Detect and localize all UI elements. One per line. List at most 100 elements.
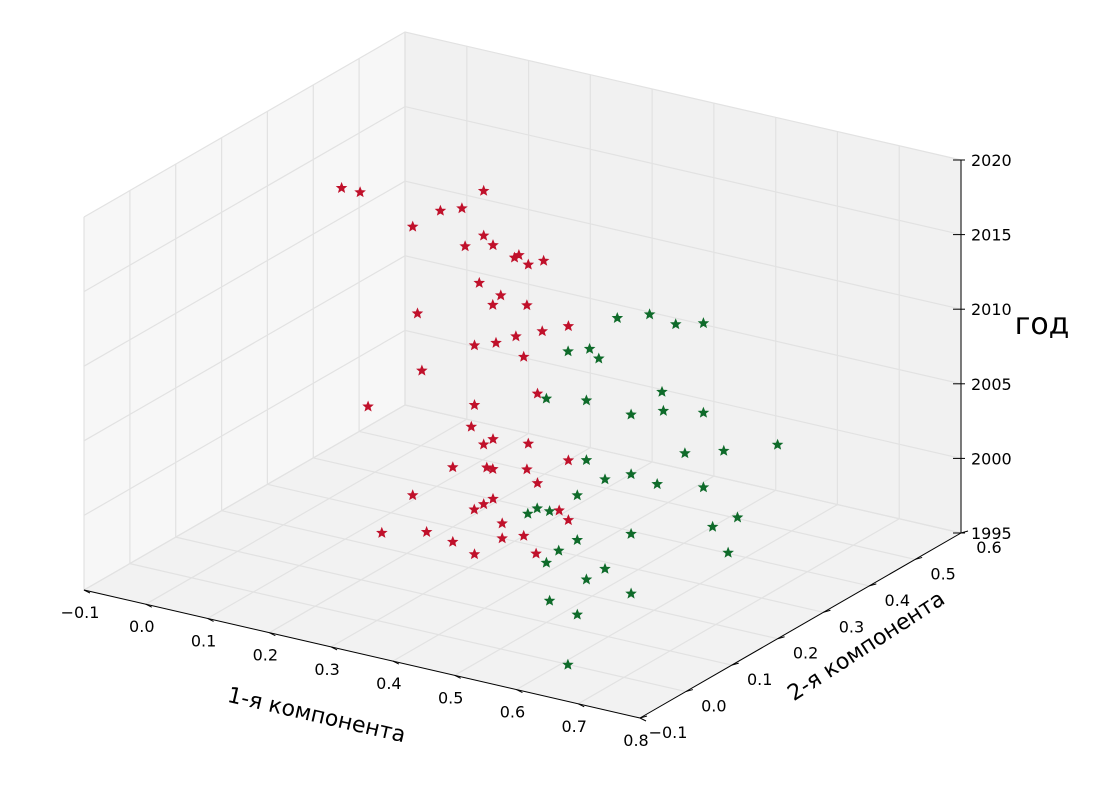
data-point-series-1	[562, 320, 575, 332]
data-point-series-1	[517, 350, 530, 362]
data-point-series-1	[518, 529, 530, 541]
z-axis-title: год	[1015, 307, 1070, 342]
data-point-series-2	[540, 392, 553, 404]
data-point-series-2	[531, 502, 544, 514]
x-tick	[454, 674, 461, 679]
x-tick-label: 0.8	[623, 731, 648, 750]
data-point-series-2	[697, 317, 710, 329]
data-point-series-1	[530, 547, 542, 559]
x-tick-label: 0.1	[191, 631, 216, 650]
x-tick-label: 0.2	[253, 646, 278, 665]
data-point-series-2	[611, 312, 624, 323]
y-tick-label: 0.1	[747, 670, 772, 689]
data-point-series-2	[562, 658, 574, 670]
y-tick-label: −0.1	[649, 723, 688, 742]
data-point-series-2	[580, 394, 593, 406]
z-grid-line	[83, 255, 962, 442]
data-point-series-1	[494, 289, 507, 301]
data-point-series-1	[456, 202, 468, 214]
y-tick	[685, 689, 693, 693]
data-point-series-2	[669, 318, 682, 330]
data-point-series-1	[354, 186, 366, 198]
y-tick	[869, 583, 877, 587]
data-point-series-1	[362, 400, 374, 412]
y-tick-label: 0.2	[793, 644, 818, 663]
data-point-series-1	[468, 503, 480, 515]
data-point-series-2	[571, 534, 584, 545]
data-point-series-1	[406, 489, 419, 501]
data-point-series-1	[477, 438, 490, 450]
data-point-series-1	[487, 492, 499, 504]
data-point-series-2	[571, 489, 583, 501]
data-point-series-2	[571, 608, 584, 620]
y-tick-label: 0.6	[976, 538, 1001, 557]
x-tick	[516, 689, 523, 694]
data-point-series-2	[543, 505, 556, 517]
y-tick-label: 0.0	[701, 697, 726, 716]
data-point-series-2	[580, 573, 593, 585]
data-point-series-1	[553, 504, 565, 516]
data-point-series-1	[562, 514, 575, 526]
data-point-series-1	[496, 532, 508, 544]
y-tick	[823, 609, 831, 613]
data-point-series-2	[553, 544, 565, 556]
data-point-series-1	[468, 548, 481, 560]
data-point-series-2	[657, 404, 670, 416]
data-point-series-1	[522, 258, 535, 270]
x-tick-label: 0.4	[376, 674, 401, 693]
data-point-series-1	[477, 498, 490, 510]
x-tick	[330, 646, 338, 651]
data-point-series-2	[599, 473, 611, 485]
x-tick-label: 0.0	[129, 617, 154, 636]
data-point-series-1	[468, 339, 481, 351]
x-tick-label: 0.6	[500, 703, 525, 722]
data-point-series-1	[487, 298, 499, 310]
data-point-series-2	[706, 520, 719, 532]
data-point-series-2	[625, 587, 637, 599]
data-point-series-2	[562, 345, 574, 357]
data-point-series-1	[420, 525, 433, 538]
y-axis-line	[639, 532, 962, 719]
data-point-series-2	[592, 352, 605, 364]
data-point-series-1	[496, 517, 508, 529]
data-point-series-1	[536, 325, 549, 337]
x-tick-label: 0.3	[314, 660, 339, 679]
left-wall-pane	[84, 32, 405, 590]
data-point-series-1	[537, 254, 550, 266]
y-tick	[639, 715, 648, 719]
data-point-series-2	[731, 511, 744, 523]
y-tick	[731, 662, 739, 666]
data-point-series-1	[411, 307, 424, 319]
data-point-series-2	[540, 556, 553, 568]
grid-lines	[83, 31, 962, 719]
data-point-series-1	[477, 229, 490, 241]
data-point-series-1	[406, 220, 419, 232]
z-grid-line	[83, 404, 962, 591]
data-point-series-1	[487, 433, 499, 445]
z-tick-label: 1995	[971, 524, 1012, 543]
data-point-series-2	[679, 447, 691, 459]
y-tick-label: 0.3	[839, 617, 864, 636]
data-point-series-1	[531, 387, 544, 399]
z-grid-line	[83, 180, 962, 367]
data-point-series-1	[490, 336, 502, 348]
x-tick	[145, 603, 153, 608]
data-point-series-2	[722, 546, 734, 558]
z-tick-label: 2000	[971, 449, 1012, 468]
data-point-series-2	[656, 385, 668, 397]
data-point-series-2	[625, 468, 637, 480]
y-tick	[777, 636, 785, 640]
data-point-series-1	[521, 299, 533, 311]
y-tick-label: 0.4	[885, 591, 910, 610]
data-point-series-2	[583, 342, 596, 354]
data-point-series-1	[446, 535, 459, 547]
axis-ticks: −0.10.00.10.20.30.40.50.60.70.8 −0.10.00.…	[61, 151, 1012, 750]
x-tick	[269, 632, 276, 637]
data-point-series-1	[562, 454, 575, 466]
data-point-series-2	[580, 454, 593, 466]
x-tick	[392, 660, 400, 665]
floor-pane	[84, 405, 961, 718]
x-tick	[639, 717, 647, 722]
data-point-series-1	[487, 463, 499, 474]
